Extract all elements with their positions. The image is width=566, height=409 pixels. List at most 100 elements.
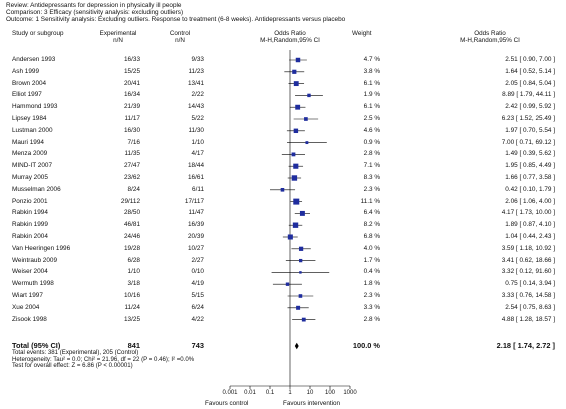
table-row: Wiart 1997 10/16 5/15 2.3 % 3.33 [ 0.76, 14.… (0, 291, 566, 301)
control-count: 17/117 (184, 197, 204, 205)
study-weight: 6.4 % (363, 209, 380, 217)
col-experimental-header: Experimental (99, 30, 137, 37)
study-weight: 3.8 % (363, 67, 380, 75)
study-name: Wiart 1997 (12, 292, 43, 299)
experimental-count: 15/25 (124, 67, 140, 75)
control-count: 20/39 (188, 233, 204, 240)
x-tick-label: 10 (306, 390, 314, 396)
study-point-square (292, 69, 297, 74)
x-tick-label: 1000 (343, 390, 357, 396)
total-odds-ratio: 2.18 [ 1.74, 2.72 ] (496, 341, 555, 350)
table-row: Ponzio 2001 29/112 17/117 11.1 % 2.06 [ 1.06… (0, 197, 566, 207)
control-count: 11/23 (188, 67, 204, 75)
experimental-count: 28/50 (124, 209, 140, 217)
x-tick-label: 1 (288, 390, 292, 396)
study-weight: 1.9 % (363, 91, 380, 99)
table-row: Xue 2004 11/24 6/24 3.3 % 2.54 [ 0.75, 8.63 … (0, 303, 566, 313)
control-count: 16/61 (188, 174, 204, 181)
table-row: Andersen 1993 16/33 9/33 4.7 % 2.51 [ 0.90, … (0, 55, 566, 65)
col-control-header: Control (169, 30, 191, 37)
study-point-square (295, 104, 301, 110)
study-point-square (285, 282, 290, 286)
col-control-sub: n/N (175, 37, 185, 44)
table-row: Menza 2009 11/35 4/17 2.8 % 1.49 [ 0.39, 5.6… (0, 149, 566, 159)
experimental-count: 46/81 (124, 221, 140, 229)
study-point-square (295, 57, 301, 63)
experimental-count: 11/35 (124, 150, 140, 158)
study-odds-ratio: 0.42 [ 0.10, 1.79 ] (505, 185, 555, 193)
control-count: 14/43 (188, 103, 204, 111)
total-label: Total (95% CI) (12, 341, 61, 350)
control-count: 10/27 (188, 244, 204, 252)
control-count: 6/24 (191, 303, 204, 311)
table-row: Ash 1999 15/25 11/23 3.8 % 1.64 [ 0.52, 5.14… (0, 67, 566, 77)
experimental-count: 16/30 (124, 126, 140, 134)
study-weight: 1.7 % (363, 256, 380, 264)
study-name: Rabkin 1999 (12, 221, 48, 229)
study-odds-ratio: 7.00 [ 0.71, 69.12 ] (501, 138, 555, 146)
study-point-square (293, 163, 299, 169)
col-study-header: Study or subgroup (12, 30, 64, 37)
study-point-square (293, 128, 299, 134)
control-count: 4/22 (191, 315, 204, 323)
table-row: Weintraub 2009 6/28 2/27 1.7 % 3.41 [ 0.62, … (0, 256, 566, 266)
experimental-count: 11/17 (124, 115, 140, 122)
table-row: Elliot 1997 16/34 2/22 1.9 % 8.89 [ 1.79, 44… (0, 90, 566, 100)
study-weight: 6.1 % (363, 79, 380, 87)
table-row: Lipsey 1984 11/17 5/22 2.5 % 6.23 [ 1.52, 25… (0, 114, 566, 124)
control-count: 2/27 (191, 256, 204, 264)
col-or-sub: M-H,Random,95% CI (260, 37, 320, 44)
table-row: Brown 2004 20/41 13/41 6.1 % 2.05 [ 0.84, 5.… (0, 79, 566, 89)
experimental-count: 29/112 (120, 197, 140, 205)
study-name: Hammond 1993 (12, 103, 58, 111)
experimental-count: 20/41 (124, 79, 140, 87)
study-odds-ratio: 3.41 [ 0.62, 18.66 ] (501, 256, 555, 264)
study-name: Lustman 2000 (12, 126, 53, 134)
col-weight-header: Weight (352, 30, 372, 37)
study-point-square (291, 175, 298, 181)
experimental-count: 16/33 (124, 56, 140, 63)
study-point-square (292, 222, 299, 228)
table-row: Rabkin 2004 24/46 20/39 6.8 % 1.04 [ 0.44, 2… (0, 232, 566, 242)
table-row: Rabkin 1999 46/81 16/39 8.2 % 1.89 [ 0.87, 4… (0, 220, 566, 230)
study-odds-ratio: 1.97 [ 0.70, 5.54 ] (505, 126, 555, 134)
study-weight: 4.7 % (363, 56, 380, 63)
study-odds-ratio: 2.51 [ 0.90, 7.00 ] (505, 56, 555, 63)
study-name: Elliot 1997 (12, 91, 42, 99)
experimental-count: 10/16 (124, 292, 140, 299)
control-count: 5/22 (191, 115, 204, 122)
study-name: Mauri 1994 (12, 138, 44, 146)
study-point-square (299, 210, 305, 216)
control-count: 1/10 (191, 138, 204, 146)
experimental-count: 24/46 (124, 233, 140, 240)
study-odds-ratio: 3.33 [ 0.76, 14.58 ] (501, 292, 555, 299)
study-weight: 4.6 % (363, 126, 380, 134)
study-name: Rabkin 2004 (12, 233, 48, 240)
study-odds-ratio: 6.23 [ 1.52, 25.49 ] (501, 115, 555, 122)
control-count: 6/11 (192, 185, 204, 193)
study-name: Brown 2004 (12, 79, 47, 87)
comparison-title: Comparison: 3 Efficacy (sensitivity anal… (6, 9, 184, 16)
table-row: Hammond 1993 21/39 14/43 6.1 % 2.42 [ 0.99, … (0, 102, 566, 112)
study-odds-ratio: 1.95 [ 0.85, 4.49 ] (505, 162, 555, 170)
control-count: 18/44 (188, 162, 204, 170)
study-point-square (298, 294, 303, 298)
control-count: 0/10 (191, 268, 204, 276)
col-ci-header: Odds Ratio (474, 30, 506, 37)
study-point-square (296, 305, 301, 310)
control-count: 4/19 (191, 280, 204, 288)
study-weight: 11.1 % (360, 197, 380, 205)
total-experimental: 841 (127, 341, 140, 350)
experimental-count: 16/34 (124, 91, 140, 99)
experimental-count: 3/18 (127, 280, 140, 288)
experimental-count: 27/47 (124, 162, 140, 170)
col-experimental-sub: n/N (113, 37, 123, 44)
control-count: 4/17 (191, 150, 204, 158)
study-weight: 4.0 % (363, 244, 380, 252)
study-name: Rabkin 1994 (12, 209, 48, 217)
study-point-square (298, 258, 303, 263)
heterogeneity-note: Heterogeneity: Tau² = 0.0; Chi² = 21.96,… (12, 355, 195, 363)
col-or-header: Odds Ratio (274, 30, 306, 37)
study-odds-ratio: 2.06 [ 1.06, 4.00 ] (505, 197, 555, 205)
